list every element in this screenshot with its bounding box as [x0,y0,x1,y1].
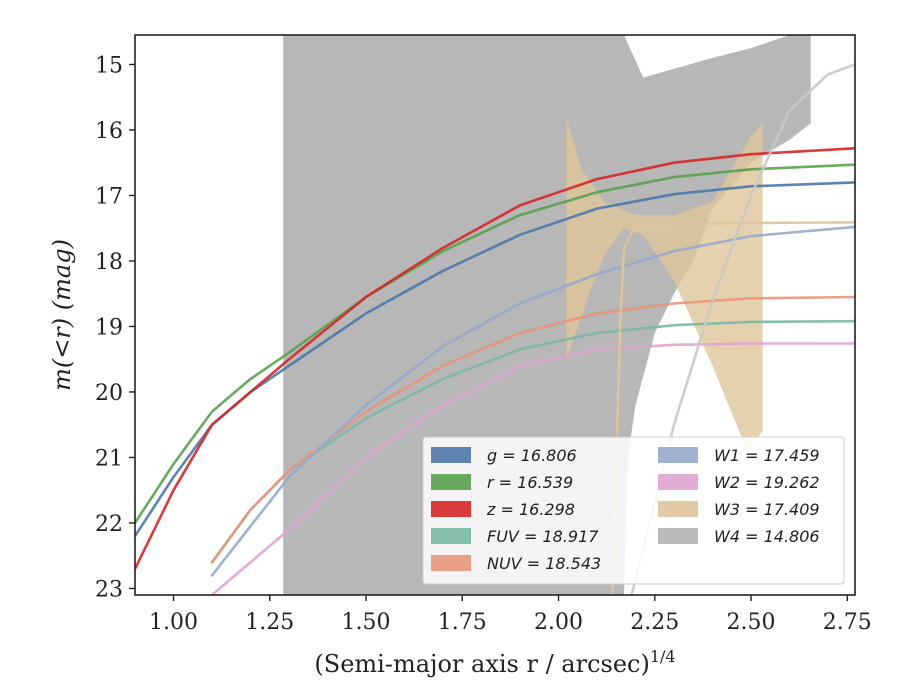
legend-swatch-w1 [658,447,698,463]
y-axis-ticks: 15 16 17 18 19 20 21 22 23 [95,53,135,602]
series-line-w2 [210,342,855,595]
legend-label-z: z = 16.298 [486,500,575,519]
y-tick-label: 23 [95,577,123,602]
y-tick-label: 18 [95,250,123,275]
legend-label-w4: W4 = 14.806 [714,527,820,546]
legend-swatch-w4 [658,528,698,544]
series-line-z [135,147,855,571]
x-tick-label: 1.00 [149,610,198,635]
legend-swatch-r [431,474,471,490]
series-lines [135,63,855,595]
legend-label-w2: W2 = 19.262 [714,473,820,492]
legend-label-w1: W1 = 17.459 [714,446,820,465]
legend-label-w3: W3 = 17.409 [714,500,820,519]
x-tick-label: 2.50 [727,610,776,635]
uncertainty-bands [283,35,811,595]
legend-swatch-z [431,501,471,517]
series-line-r [135,163,855,525]
plot-frame [134,34,856,596]
legend: g = 16.806 r = 16.539 z = 16.298 FUV = 18.9… [422,436,845,585]
y-tick-label: 20 [95,381,123,406]
y-axis-title: m(<r) (mag) [48,239,76,391]
x-tick-label: 1.75 [438,610,487,635]
y-tick-label: 19 [95,315,123,340]
series-line-w4 [630,63,855,595]
x-tick-label: 2.75 [823,610,872,635]
x-tick-label: 1.50 [342,610,391,635]
x-tick-label: 1.25 [245,610,294,635]
legend-label-fuv: FUV = 18.917 [487,527,599,546]
legend-box [422,436,845,585]
y-tick-label: 22 [95,512,123,537]
band-w4 [283,35,811,595]
x-axis-title: (Semi-major axis r / arcsec)1/4 [314,647,675,678]
legend-swatch-nuv [431,555,471,571]
band-w3 [566,116,763,451]
x-tick-label: 2.00 [534,610,583,635]
series-line-w1 [210,225,855,577]
legend-label-nuv: NUV = 18.543 [487,554,601,573]
y-tick-label: 17 [95,184,123,209]
legend-label-g: g = 16.806 [487,446,577,465]
legend-label-r: r = 16.539 [487,473,573,492]
y-tick-label: 21 [95,446,123,471]
x-axis-ticks: 1.00 1.25 1.50 1.75 2.00 2.25 2.50 2.75 [149,595,872,635]
legend-swatch-fuv [431,528,471,544]
legend-swatch-g [431,447,471,463]
legend-swatch-w2 [658,474,698,490]
y-tick-label: 16 [95,119,123,144]
y-tick-label: 15 [95,53,123,78]
legend-swatch-w3 [658,501,698,517]
series-line-w3 [611,221,855,595]
x-tick-label: 2.25 [630,610,679,635]
